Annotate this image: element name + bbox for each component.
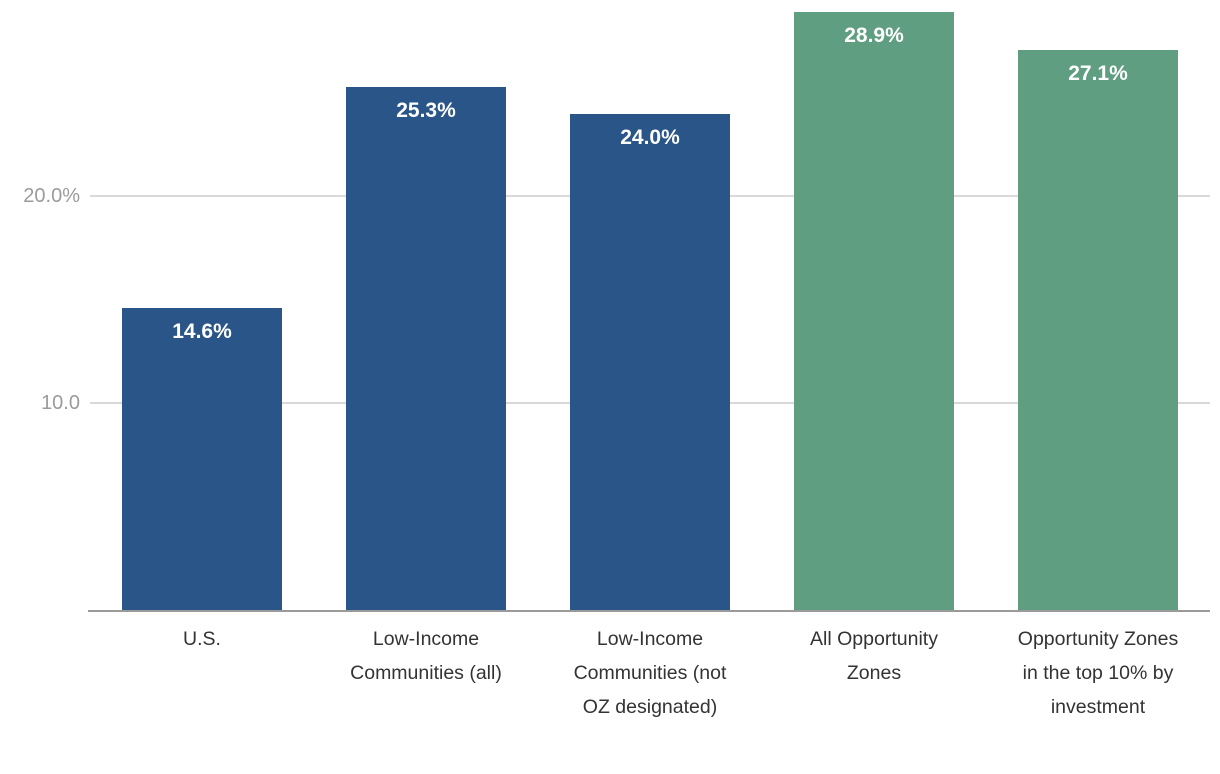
- bar-value-label: 27.1%: [1068, 61, 1128, 85]
- bars: 14.6% 25.3% 24.0% 28.9% 27.1%: [90, 0, 1210, 610]
- bar-2: 25.3%: [346, 86, 506, 610]
- y-tick-label: 20.0%: [23, 185, 80, 208]
- bar-4: 28.9%: [794, 12, 954, 610]
- x-axis-line: [88, 610, 1210, 612]
- plot-area: 14.6% 25.3% 24.0% 28.9% 27.1%: [90, 0, 1210, 610]
- x-axis-label: Low-Income Communities (all): [350, 628, 502, 684]
- bar-value-label: 28.9%: [844, 24, 904, 48]
- bar-slot: 25.3%: [314, 86, 538, 610]
- bar-slot: 14.6%: [90, 308, 314, 610]
- bar-slot: 28.9%: [762, 12, 986, 610]
- bar-3: 24.0%: [570, 113, 730, 610]
- bar-value-label: 25.3%: [396, 98, 456, 122]
- bar-1: 14.6%: [122, 308, 282, 610]
- bar-slot: 27.1%: [986, 49, 1210, 610]
- x-axis-label: All Opportunity Zones: [810, 628, 938, 684]
- x-axis-labels: U.S. Low-Income Communities (all) Low-Inco…: [90, 622, 1210, 724]
- bar-slot: 24.0%: [538, 113, 762, 610]
- x-axis-label: U.S.: [183, 628, 221, 650]
- x-axis-label: Low-Income Communities (not OZ designate…: [573, 628, 727, 718]
- bar-value-label: 14.6%: [172, 320, 232, 344]
- x-axis-label: Opportunity Zones in the top 10% by inve…: [1017, 628, 1179, 718]
- y-tick-label: 10.0: [41, 392, 80, 415]
- bar-5: 27.1%: [1018, 49, 1178, 610]
- bar-value-label: 24.0%: [620, 125, 680, 149]
